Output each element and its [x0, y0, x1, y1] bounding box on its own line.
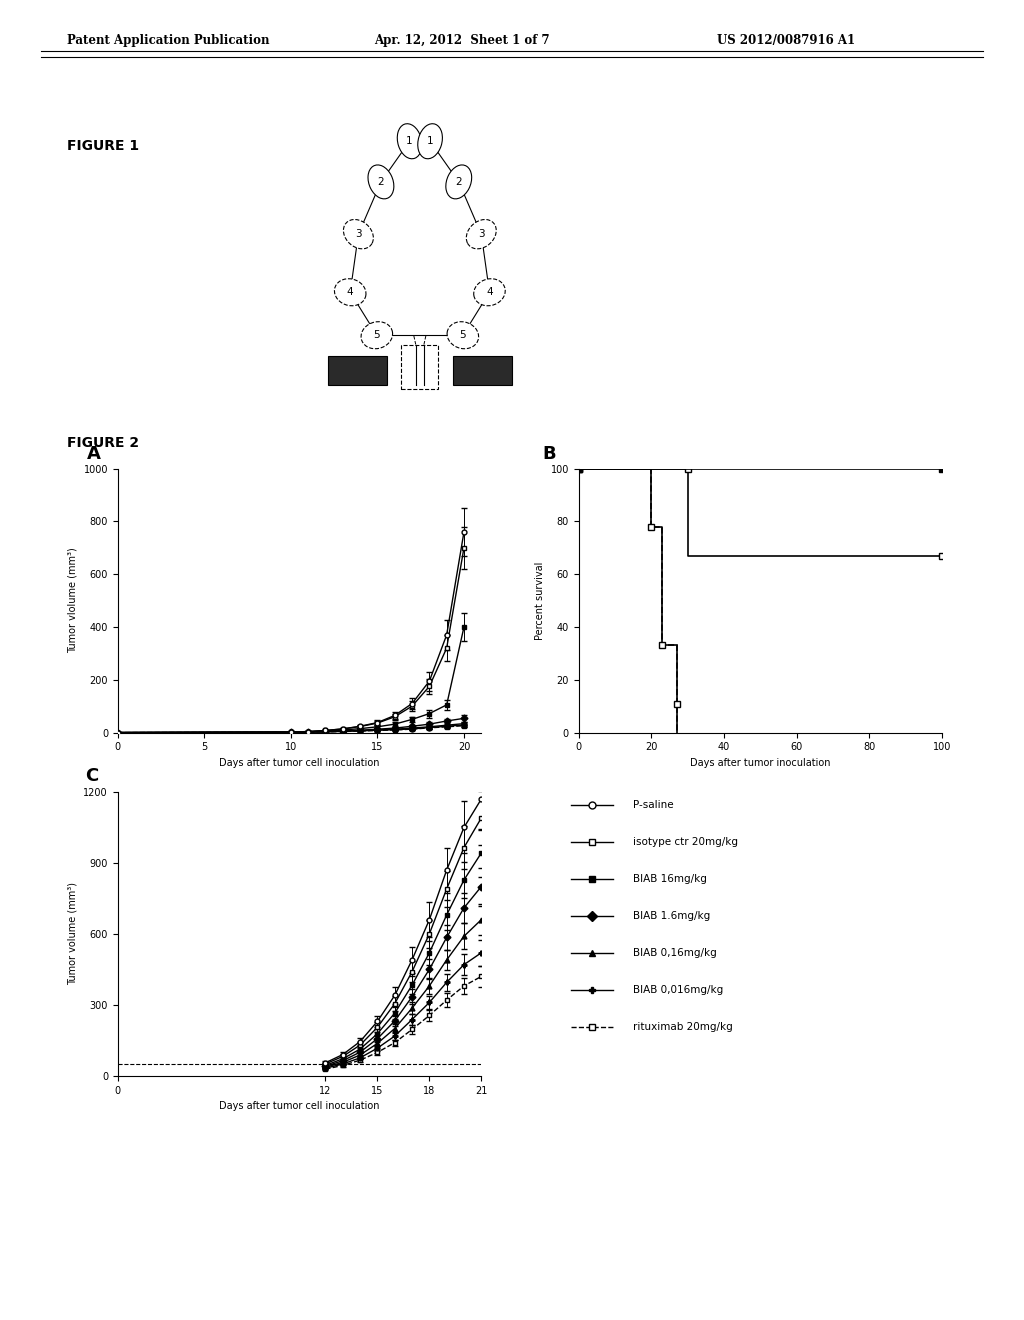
Ellipse shape: [368, 165, 394, 199]
Text: C: C: [85, 767, 98, 785]
Text: Patent Application Publication: Patent Application Publication: [67, 34, 269, 48]
X-axis label: Days after tumor cell inoculation: Days after tumor cell inoculation: [219, 758, 380, 768]
Text: FIGURE 2: FIGURE 2: [67, 436, 138, 450]
Bar: [453, 356, 512, 385]
Ellipse shape: [474, 279, 505, 306]
Text: P-saline: P-saline: [633, 800, 674, 810]
Ellipse shape: [447, 322, 478, 348]
Text: rituximab 20mg/kg: rituximab 20mg/kg: [633, 1022, 732, 1032]
Ellipse shape: [343, 219, 374, 249]
Text: FIGURE 1: FIGURE 1: [67, 139, 138, 153]
Ellipse shape: [445, 165, 472, 199]
Ellipse shape: [361, 322, 392, 348]
Y-axis label: Tumor vlolume (mm³): Tumor vlolume (mm³): [68, 548, 78, 653]
Y-axis label: Percent survival: Percent survival: [535, 561, 545, 640]
Text: B: B: [543, 445, 556, 463]
X-axis label: Days after tumor cell inoculation: Days after tumor cell inoculation: [219, 1101, 380, 1111]
Text: 3: 3: [478, 230, 484, 239]
Text: 1: 1: [427, 136, 433, 147]
Text: US 2012/0087916 A1: US 2012/0087916 A1: [717, 34, 855, 48]
X-axis label: Days after tumor inoculation: Days after tumor inoculation: [690, 758, 830, 768]
Ellipse shape: [397, 124, 422, 158]
Text: 5: 5: [374, 330, 380, 341]
Text: 4: 4: [347, 288, 353, 297]
Text: 3: 3: [355, 230, 361, 239]
Text: 2: 2: [378, 177, 384, 187]
Text: BIAB 0,16mg/kg: BIAB 0,16mg/kg: [633, 948, 717, 958]
Bar: [401, 345, 438, 388]
Ellipse shape: [418, 124, 442, 158]
Text: BIAB 16mg/kg: BIAB 16mg/kg: [633, 874, 707, 884]
Text: 4: 4: [486, 288, 493, 297]
Text: A: A: [87, 445, 101, 463]
Text: Apr. 12, 2012  Sheet 1 of 7: Apr. 12, 2012 Sheet 1 of 7: [374, 34, 550, 48]
Ellipse shape: [466, 219, 497, 249]
Ellipse shape: [335, 279, 366, 306]
Text: BIAB 0,016mg/kg: BIAB 0,016mg/kg: [633, 985, 723, 995]
Text: 5: 5: [460, 330, 466, 341]
Text: isotype ctr 20mg/kg: isotype ctr 20mg/kg: [633, 837, 738, 847]
Bar: [328, 356, 387, 385]
Text: BIAB 1.6mg/kg: BIAB 1.6mg/kg: [633, 911, 710, 921]
Bar: [411, 356, 429, 385]
Y-axis label: Tumor volume (mm³): Tumor volume (mm³): [68, 882, 78, 986]
Text: 2: 2: [456, 177, 462, 187]
Text: 1: 1: [407, 136, 413, 147]
